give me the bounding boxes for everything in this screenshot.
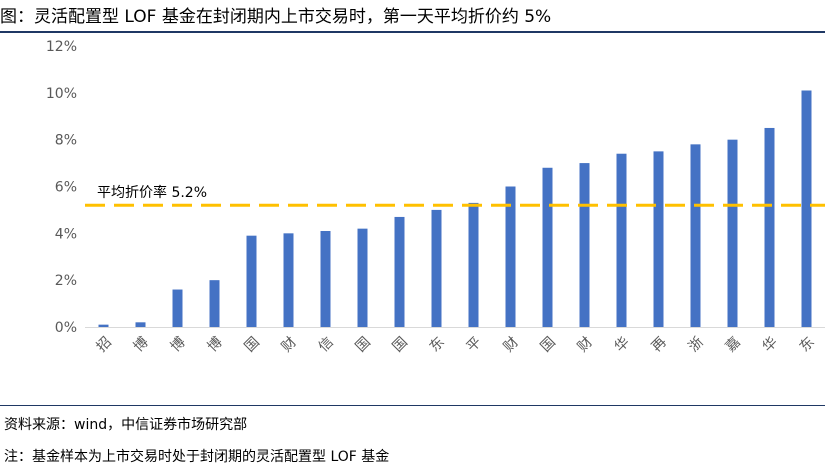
x-tick-label: 招 [94,334,115,355]
title-divider [0,31,825,33]
x-tick-label: 财 [279,334,300,355]
bar [505,186,516,327]
bar [653,151,664,327]
bar [764,127,775,327]
x-tick-label: 再 [649,334,670,355]
bar [579,163,590,327]
x-tick-label: 国 [242,334,263,355]
x-tick-label: 博 [204,333,226,355]
bar-series [98,90,812,327]
x-tick-label: 华 [760,334,781,355]
y-tick-label: 0% [55,320,77,336]
x-tick-label: 东 [797,334,818,355]
bar [246,235,257,327]
y-axis: 0% 2% 4% 6% 8% 10% 12% [46,39,77,336]
x-tick-label: 信 [316,334,337,355]
bar [320,230,331,327]
y-tick-label: 8% [55,133,77,149]
x-tick-label: 国 [353,334,374,355]
bar [135,322,146,327]
x-tick-label: 嘉 [723,334,744,355]
bar [172,289,183,327]
x-tick-label: 财 [575,334,596,355]
x-axis-labels: 招博博博国财信国国东平财国财华再浙嘉华东 [94,333,818,355]
x-tick-label: 国 [390,334,411,355]
bar [690,144,701,327]
x-tick-label: 财 [501,334,522,355]
y-tick-label: 2% [55,273,77,289]
bar [616,153,627,327]
x-tick-label: 平 [464,334,485,355]
average-discount-label: 平均折价率 5.2% [97,184,207,201]
bar [357,228,368,327]
y-tick-label: 6% [55,180,77,196]
bar [431,209,442,327]
bar-chart: 0%2%4%6%8%10%12% 招博博博国财信国国东平财国财华再浙嘉华东 平均… [46,39,825,355]
bar [98,324,109,327]
bar [394,216,405,327]
y-tick-label: 4% [55,226,77,242]
x-tick-label: 华 [612,334,633,355]
bar [283,233,294,327]
source-note: 资料来源：wind，中信证券市场研究部 [4,417,248,433]
bar [542,167,553,327]
x-tick-label: 东 [427,334,448,355]
bar [209,280,220,327]
x-tick-label: 浙 [686,334,707,355]
bar [727,139,738,327]
bar [801,90,812,327]
x-tick-label: 博 [130,333,152,355]
y-tick-label: 12% [46,39,77,55]
bar [468,202,479,327]
chart-title: 图：灵活配置型 LOF 基金在封闭期内上市交易时，第一天平均折价约 5% [0,7,552,27]
x-tick-label: 国 [538,334,559,355]
sample-note: 注：基金样本为上市交易时处于封闭期的灵活配置型 LOF 基金 [4,449,390,465]
footer-divider [0,405,825,406]
y-tick-label: 10% [46,86,77,102]
x-tick-label: 博 [167,333,189,355]
